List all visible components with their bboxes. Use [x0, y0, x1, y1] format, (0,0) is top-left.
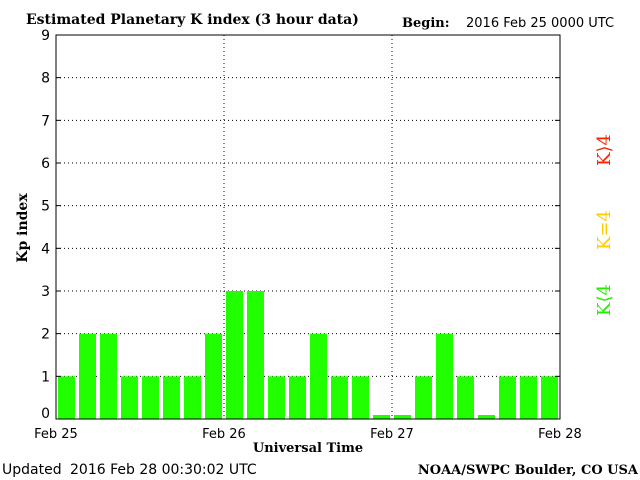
y-tick-label: 2 — [41, 327, 50, 343]
plot-frame — [55, 34, 561, 420]
kp-bar — [226, 291, 243, 419]
kp-bar — [58, 376, 75, 419]
x-tick-label: Feb 26 — [202, 427, 246, 442]
legend-item: K⟩4 — [594, 134, 615, 166]
chart-title: Estimated Planetary K index (3 hour data… — [26, 12, 359, 28]
kp-bar — [289, 376, 306, 419]
kp-bar — [268, 376, 285, 419]
kp-bar — [373, 415, 390, 419]
kp-bar — [415, 376, 432, 419]
x-tick-label: Feb 28 — [538, 427, 582, 442]
kp-bar — [79, 333, 96, 419]
kp-bar — [184, 376, 201, 419]
y-tick-label: 0 — [41, 406, 50, 422]
kp-bar — [457, 376, 474, 419]
kp-bar — [331, 376, 348, 419]
x-tick-label: Feb 25 — [34, 427, 78, 442]
kp-bar — [436, 333, 453, 419]
y-tick-label: 7 — [41, 113, 50, 129]
begin-value: 2016 Feb 25 0000 UTC — [466, 16, 614, 31]
y-tick-label: 8 — [41, 71, 50, 87]
source-credit: NOAA/SWPC Boulder, CO USA — [418, 463, 639, 478]
y-tick-label: 3 — [41, 284, 50, 300]
kp-bar — [205, 333, 222, 419]
kp-bar — [121, 376, 138, 419]
kp-bar — [310, 333, 327, 419]
kp-bar — [394, 415, 411, 419]
updated-value: 2016 Feb 28 00:30:02 UTC — [70, 462, 257, 478]
y-tick-label: 6 — [41, 156, 50, 172]
begin-label: Begin: — [402, 16, 450, 31]
kp-bar — [142, 376, 159, 419]
x-axis-label: Universal Time — [253, 441, 363, 456]
kp-bar — [478, 415, 495, 419]
x-tick-label: Feb 27 — [370, 427, 414, 442]
kp-bar — [247, 291, 264, 419]
y-tick-label: 4 — [41, 241, 50, 257]
y-axis-label: Kp index — [15, 193, 31, 263]
kp-bar — [163, 376, 180, 419]
kp-bar — [100, 333, 117, 419]
legend-item: K⟨4 — [594, 284, 615, 316]
y-tick-label: 5 — [41, 199, 50, 215]
updated-label: Updated — [2, 462, 62, 478]
kp-bar — [541, 376, 558, 419]
kp-bar — [499, 376, 516, 419]
y-tick-label: 9 — [41, 28, 50, 44]
y-tick-label: 1 — [41, 369, 50, 385]
kp-bar — [352, 376, 369, 419]
legend-item: K=4 — [594, 210, 615, 250]
kp-bar — [520, 376, 537, 419]
